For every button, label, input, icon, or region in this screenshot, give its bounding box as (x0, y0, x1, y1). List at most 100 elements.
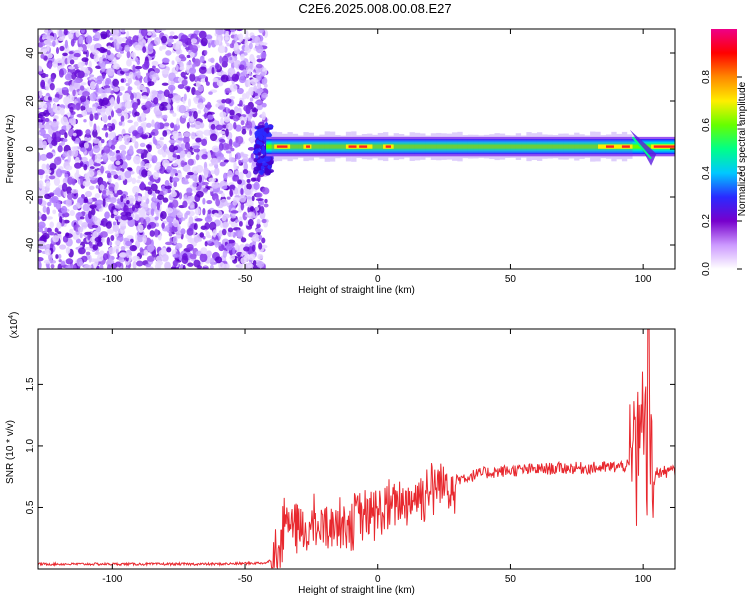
noise-speckle (114, 185, 118, 194)
band-wobble (489, 134, 495, 159)
noise-speckle (82, 180, 91, 187)
noise-speckle (106, 264, 112, 269)
noise-speckle (116, 53, 122, 58)
noise-speckle (239, 194, 247, 203)
noise-edge-speckle (258, 124, 265, 128)
noise-speckle (257, 253, 264, 260)
noise-speckle (126, 30, 130, 38)
noise-speckle (221, 192, 225, 198)
noise-speckle (146, 255, 155, 262)
noise-speckle (161, 44, 167, 50)
noise-speckle (66, 124, 72, 130)
noise-speckle (179, 150, 186, 158)
noise-speckle (172, 35, 179, 40)
noise-speckle (221, 55, 229, 64)
noise-speckle (247, 68, 252, 75)
noise-speckle (166, 38, 175, 43)
noise-speckle (244, 188, 252, 196)
noise-speckle (79, 95, 87, 103)
noise-speckle (236, 29, 244, 32)
noise-speckle (113, 245, 120, 250)
noise-speckle (261, 78, 267, 85)
noise-speckle (238, 220, 243, 227)
noise-speckle (209, 133, 218, 142)
noise-speckle (92, 244, 99, 251)
noise-speckle (81, 57, 89, 63)
noise-speckle (61, 87, 69, 91)
noise-speckle (247, 78, 251, 87)
noise-speckle (136, 148, 145, 154)
noise-speckle (113, 174, 119, 180)
noise-speckle (151, 94, 156, 99)
noise-speckle (68, 50, 74, 55)
noise-speckle (149, 230, 155, 237)
noise-edge-speckle (264, 122, 269, 128)
noise-speckle (165, 207, 174, 214)
noise-speckle (112, 223, 119, 233)
noise-speckle (154, 121, 161, 130)
noise-speckle (81, 255, 88, 263)
noise-speckle (150, 131, 156, 136)
noise-speckle (114, 240, 121, 246)
noise-speckle (60, 205, 68, 214)
noise-speckle (240, 257, 247, 264)
snr-y-axis-label: SNR (10 * v/v) (5, 420, 16, 484)
band-wobble (568, 134, 575, 159)
band-wobble (547, 134, 553, 159)
noise-speckle (97, 253, 104, 262)
noise-speckle (238, 159, 242, 165)
noise-speckle (252, 57, 256, 66)
noise-speckle (53, 177, 61, 186)
noise-speckle (261, 42, 268, 46)
noise-speckle (202, 266, 208, 269)
band-wobble (446, 133, 453, 160)
noise-edge-speckle (255, 154, 259, 159)
noise-speckle (144, 163, 152, 169)
noise-speckle (55, 47, 60, 54)
noise-speckle (236, 87, 244, 95)
noise-speckle (77, 129, 82, 137)
noise-speckle (140, 29, 148, 37)
noise-speckle (245, 91, 250, 100)
noise-speckle (172, 253, 180, 258)
noise-speckle (106, 50, 111, 56)
band-wobble (473, 134, 479, 159)
noise-speckle (212, 77, 219, 83)
noise-speckle (224, 98, 232, 104)
noise-speckle (245, 73, 249, 79)
noise-speckle (192, 145, 201, 149)
noise-speckle (207, 151, 212, 161)
noise-speckle (229, 56, 233, 61)
noise-speckle (100, 138, 105, 144)
noise-speckle (66, 57, 71, 65)
noise-speckle (146, 152, 152, 161)
noise-speckle (110, 96, 115, 105)
noise-speckle (253, 92, 259, 97)
noise-speckle (173, 180, 178, 188)
noise-speckle (137, 233, 144, 243)
noise-speckle (38, 249, 42, 254)
noise-speckle (77, 61, 84, 69)
noise-speckle (225, 30, 229, 35)
noise-speckle (172, 112, 177, 117)
noise-speckle (38, 131, 41, 136)
noise-speckle (219, 198, 228, 207)
noise-speckle (155, 29, 161, 34)
noise-speckle (146, 122, 152, 128)
noise-speckle (69, 228, 74, 235)
noise-speckle (120, 78, 125, 83)
noise-speckle (246, 178, 251, 184)
noise-speckle (59, 45, 65, 52)
noise-speckle (261, 218, 267, 224)
noise-speckle (183, 111, 190, 117)
noise-speckle (205, 231, 210, 238)
noise-speckle (198, 174, 203, 183)
noise-speckle (104, 211, 110, 219)
band-wobble (536, 132, 543, 161)
band-wobble (584, 135, 591, 158)
noise-speckle (69, 59, 75, 65)
noise-speckle (127, 77, 133, 85)
noise-speckle (52, 40, 56, 47)
noise-speckle (183, 93, 187, 101)
noise-speckle (108, 125, 114, 132)
